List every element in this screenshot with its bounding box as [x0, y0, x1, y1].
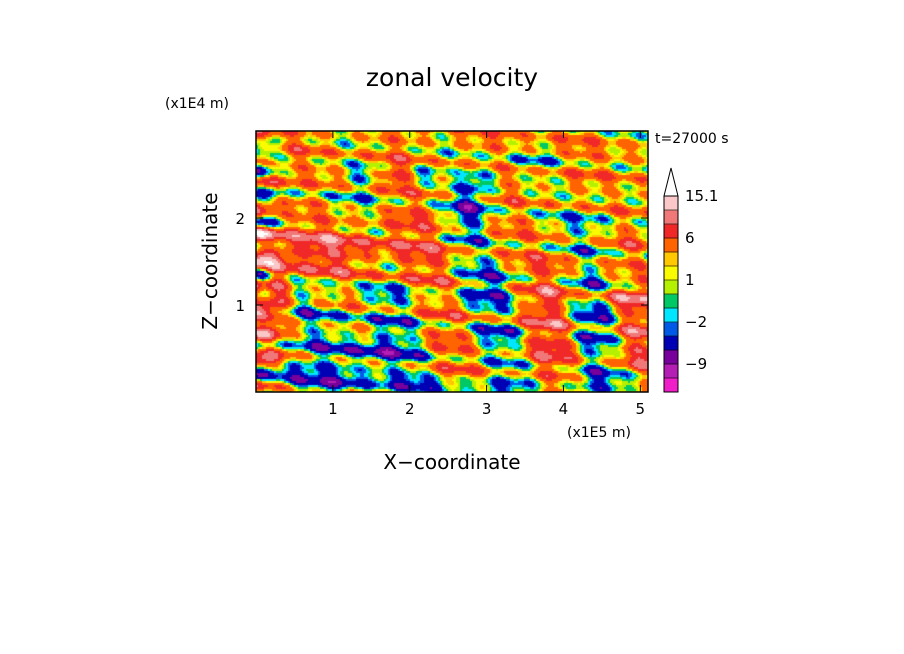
x-tick-label: 1	[328, 400, 338, 418]
colorbar-swatch	[664, 280, 678, 295]
x-axis-label: X−coordinate	[383, 450, 520, 474]
x-tick-label: 3	[482, 400, 492, 418]
x-tick-label: 4	[559, 400, 569, 418]
colorbar-label: 6	[685, 229, 695, 247]
colorbar-label: −9	[685, 355, 707, 373]
time-label: t=27000 s	[655, 131, 729, 147]
x-tick-label: 2	[405, 400, 415, 418]
y-tick-label: 1	[235, 297, 245, 315]
x-tick-label: 5	[636, 400, 646, 418]
colorbar-swatch	[664, 210, 678, 225]
colorbar-swatch	[664, 378, 678, 393]
velocity-contours	[256, 131, 648, 392]
x-axis: 1 2 3 4 5	[328, 131, 645, 418]
colorbar-swatch	[664, 266, 678, 281]
colorbar-swatch	[664, 294, 678, 309]
velocity-contour-field	[256, 131, 648, 392]
colorbar-swatch	[664, 252, 678, 267]
y-axis-label: Z−coordinate	[198, 192, 222, 329]
colorbar-swatch	[664, 224, 678, 239]
colorbar-extend-arrow	[663, 167, 679, 197]
y-unit-label: (x1E4 m)	[165, 96, 229, 112]
colorbar-swatch	[664, 308, 678, 323]
chart-title: zonal velocity	[366, 63, 538, 92]
colorbar-label: 1	[685, 271, 695, 289]
colorbar-label: 15.1	[685, 187, 718, 205]
colorbar-swatch	[664, 196, 678, 211]
colorbar: −9 −2 1 6 15.1	[663, 167, 718, 393]
x-unit-label: (x1E5 m)	[567, 425, 631, 441]
colorbar-swatch	[664, 336, 678, 351]
colorbar-swatch	[664, 238, 678, 253]
y-tick-label: 2	[235, 210, 245, 228]
colorbar-swatch	[664, 364, 678, 379]
colorbar-swatch	[664, 322, 678, 337]
colorbar-swatch	[664, 350, 678, 365]
plot-frame	[255, 130, 649, 393]
y-axis: 12	[235, 210, 648, 315]
colorbar-label: −2	[685, 313, 707, 331]
